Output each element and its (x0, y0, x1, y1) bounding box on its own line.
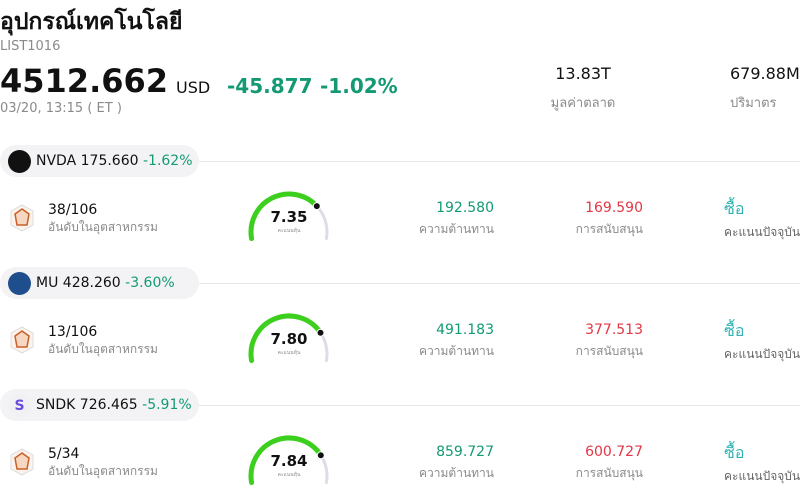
ticker: MU (36, 275, 59, 291)
rating: ซื้อ (724, 199, 745, 218)
rating-label: คะแนนปัจจุบัน (724, 347, 800, 361)
stock-price: 428.260 (62, 275, 121, 291)
stat-value: 13.83T (555, 64, 611, 83)
rank: 13/106 (48, 324, 98, 340)
rating-label: คะแนนปัจจุบัน (724, 225, 800, 239)
change: -45.877 (227, 74, 313, 98)
support: 169.590 (585, 200, 643, 216)
score: 7.84 (270, 452, 308, 470)
rating: ซื้อ (724, 321, 745, 340)
stock-price: 175.660 (80, 153, 139, 169)
stock-change: -3.60% (125, 275, 175, 291)
gauge-dot (316, 451, 325, 460)
stat-label: มูลค่าตลาด (550, 96, 616, 111)
stock-price: 726.465 (79, 397, 138, 413)
stock-quote[interactable]: SNDK 726.465 -5.91% (36, 397, 192, 413)
score-gauge (248, 313, 329, 364)
rank-label: อันดับในอุตสาหกรรม (48, 220, 158, 234)
stock-pill[interactable] (0, 389, 199, 421)
divider (199, 405, 800, 406)
support-label: การสนับสนุน (575, 222, 643, 236)
timestamp: 03/20, 13:15 ( ET ) (0, 101, 122, 116)
rank-icon (10, 448, 34, 476)
stock-change: -5.91% (142, 397, 192, 413)
logo-text: S (14, 397, 25, 414)
stat-value: 679.88M (730, 64, 800, 83)
resistance-label: ความต้านทาน (419, 222, 494, 236)
stock-quote[interactable]: NVDA 175.660 -1.62% (36, 153, 193, 169)
stock-quote[interactable]: MU 428.260 -3.60% (36, 275, 175, 291)
gauge-dot (312, 202, 321, 211)
stock-change: -1.62% (142, 153, 193, 169)
ticker: NVDA (36, 153, 77, 169)
resistance: 192.580 (436, 200, 494, 216)
divider (199, 161, 800, 162)
change-percent: -1.02% (320, 74, 398, 98)
price: 4512.662 (0, 62, 169, 100)
rating-label: คะแนนปัจจุบัน (724, 469, 800, 483)
stock-pill[interactable] (0, 267, 199, 299)
rank-label: อันดับในอุตสาหกรรม (48, 342, 158, 356)
stock-logo: S (8, 394, 31, 417)
ticker: SNDK (36, 397, 76, 413)
score: 7.80 (270, 330, 308, 348)
rating: ซื้อ (724, 443, 745, 462)
score-label: คะแนนหุ้น (277, 350, 301, 356)
support-label: การสนับสนุน (575, 466, 643, 480)
currency: USD (176, 78, 211, 97)
resistance: 859.727 (436, 444, 494, 460)
title: อุปกรณ์เทคโนโลยี (0, 9, 183, 35)
rank: 5/34 (48, 446, 80, 462)
stock-pill[interactable] (0, 145, 199, 177)
score-label: คะแนนหุ้น (277, 228, 301, 234)
gauge-value (248, 435, 324, 486)
support: 377.513 (585, 322, 643, 338)
score: 7.35 (270, 208, 308, 226)
resistance: 491.183 (436, 322, 494, 338)
support-label: การสนับสนุน (575, 344, 643, 358)
resistance-label: ความต้านทาน (419, 344, 494, 358)
stock-logo (8, 150, 31, 173)
rank-icon (10, 204, 34, 232)
score-gauge (248, 191, 329, 242)
score-gauge (248, 435, 329, 486)
index-code: LIST1016 (0, 39, 61, 54)
gauge-value (248, 191, 320, 242)
rank-label: อันดับในอุตสาหกรรม (48, 464, 158, 478)
score-label: คะแนนหุ้น (277, 472, 301, 478)
support: 600.727 (585, 444, 643, 460)
divider (199, 283, 800, 284)
gauge-value (248, 313, 324, 364)
resistance-label: ความต้านทาน (419, 466, 494, 480)
gauge-dot (316, 328, 325, 337)
rank: 38/106 (48, 202, 98, 218)
stock-logo (8, 272, 31, 295)
stat-label: ปริมาตร (730, 96, 777, 111)
rank-icon (10, 326, 34, 354)
